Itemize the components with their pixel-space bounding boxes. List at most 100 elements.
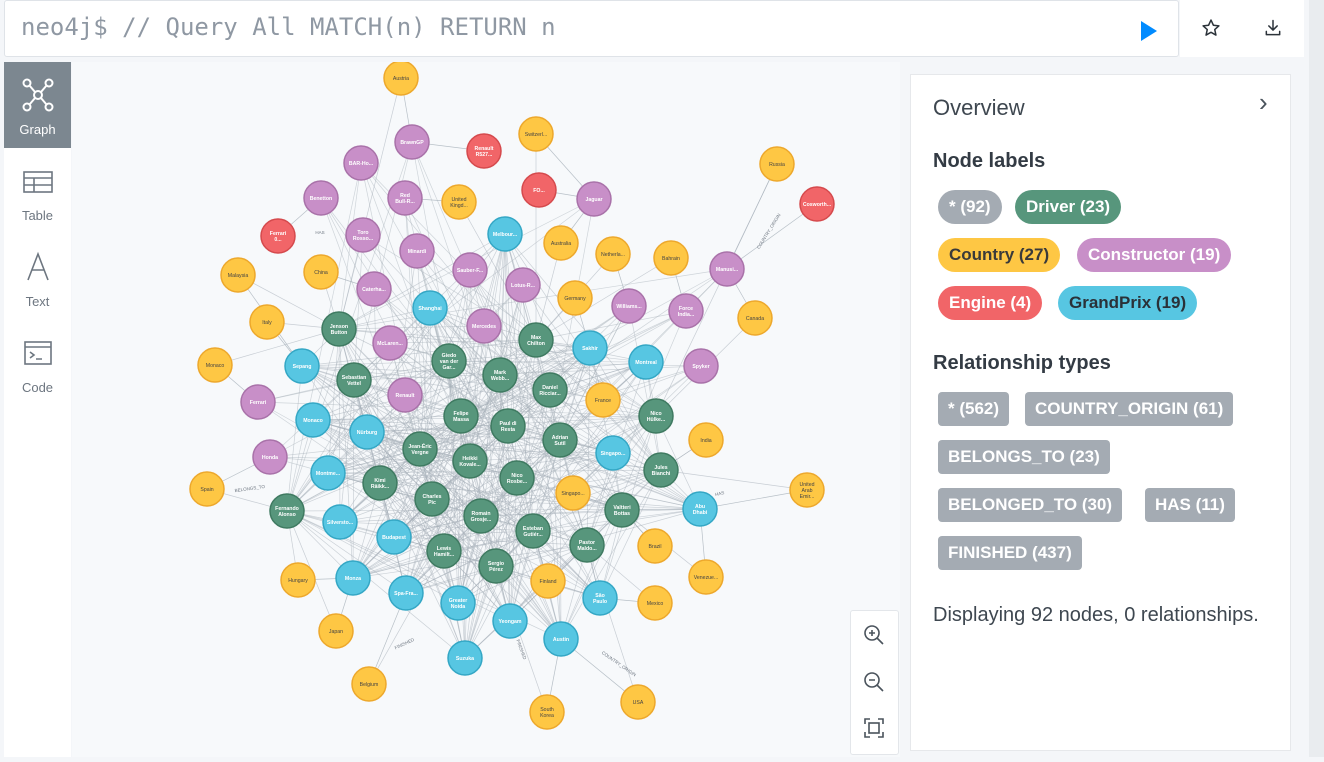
node-circle[interactable] (668, 293, 704, 329)
node-circle[interactable] (637, 585, 673, 621)
relationship-edge[interactable] (327, 360, 450, 474)
graph-node-driver[interactable]: Lewis Hamilt... (426, 533, 462, 569)
node-circle[interactable] (335, 560, 371, 596)
graph-node-country[interactable]: South Korea (529, 694, 565, 730)
relationship-edge[interactable] (431, 498, 511, 622)
relationship-edge[interactable] (312, 419, 433, 500)
graph-node-country[interactable]: United Arab Emir... (789, 472, 825, 508)
node-circle[interactable] (189, 471, 225, 507)
fit-view-button[interactable] (862, 716, 886, 740)
relationship-edge[interactable] (448, 360, 614, 454)
play-icon[interactable] (1135, 18, 1161, 44)
node-circle[interactable] (555, 475, 591, 511)
relationship-edge[interactable] (362, 234, 450, 362)
relationship-edge[interactable] (469, 325, 485, 462)
node-circle[interactable] (441, 184, 477, 220)
node-circle[interactable] (585, 382, 621, 418)
node-circle[interactable] (197, 347, 233, 383)
relationship-edge[interactable] (352, 515, 482, 579)
graph-node-driver[interactable]: Max Chilton (518, 322, 554, 358)
relationship-edge[interactable] (429, 307, 518, 479)
graph-node-constructor[interactable]: Toro Rosso... (345, 217, 381, 253)
node-circle[interactable] (452, 443, 488, 479)
graph-node-grandprix[interactable]: Suzuka (447, 640, 483, 676)
node-circle[interactable] (638, 398, 674, 434)
graph-node-country[interactable]: Hungary (280, 562, 316, 598)
relationship-edge[interactable] (352, 379, 355, 579)
graph-node-country[interactable]: China (303, 254, 339, 290)
node-circle[interactable] (505, 267, 541, 303)
relationship-edge[interactable] (286, 365, 303, 512)
relationship-edge[interactable] (464, 425, 509, 659)
node-circle[interactable] (321, 311, 357, 347)
relationship-edge[interactable] (443, 233, 506, 552)
graph-node-constructor[interactable]: Manusi... (709, 251, 745, 287)
graph-node-country[interactable]: Bahrain (653, 240, 689, 276)
graph-node-driver[interactable]: Felipe Massa (443, 398, 479, 434)
graph-node-country[interactable]: Finland (530, 563, 566, 599)
node-circle[interactable] (280, 562, 316, 598)
favorite-button[interactable] (1180, 0, 1242, 57)
relationship-edge[interactable] (366, 431, 445, 552)
rel-type-country-origin[interactable]: COUNTRY_ORIGIN (61) (1025, 392, 1234, 426)
relationship-edge[interactable] (469, 269, 561, 441)
relationship-edge[interactable] (352, 448, 421, 579)
node-circle[interactable] (388, 575, 424, 611)
node-circle[interactable] (799, 186, 835, 222)
relationship-edge[interactable] (457, 439, 561, 604)
graph-node-constructor[interactable]: Mercedes (466, 308, 502, 344)
relationship-edge[interactable] (464, 530, 534, 659)
graph-node-grandprix[interactable]: Sepang (284, 348, 320, 384)
node-label-all[interactable]: * (92) (938, 190, 1002, 224)
node-circle[interactable] (530, 563, 566, 599)
graph-node-grandprix[interactable]: Montreal (628, 344, 664, 380)
relationship-edge[interactable] (507, 425, 601, 599)
relationship-edge[interactable] (504, 233, 657, 417)
relationship-edge[interactable] (257, 401, 433, 500)
relationship-edge[interactable] (419, 361, 647, 450)
node-circle[interactable] (447, 640, 483, 676)
relationship-edge[interactable] (469, 452, 614, 462)
relationship-edge[interactable] (516, 477, 562, 640)
graph-node-constructor[interactable]: Red Bull-R... (387, 180, 423, 216)
node-circle[interactable] (529, 694, 565, 730)
node-circle[interactable] (440, 585, 476, 621)
graph-node-country[interactable]: Venezue... (688, 559, 724, 595)
graph-node-grandprix[interactable]: Shanghai (412, 290, 448, 326)
node-circle[interactable] (303, 180, 339, 216)
node-circle[interactable] (318, 613, 354, 649)
graph-node-driver[interactable]: Adrian Sutil (542, 422, 578, 458)
graph-node-grandprix[interactable]: São Paulo (582, 580, 618, 616)
graph-node-country[interactable]: Austria (383, 60, 419, 96)
graph-node-country[interactable]: France (585, 382, 621, 418)
graph-node-driver[interactable]: Esteban Gutiér... (515, 513, 551, 549)
rel-type-belongs-to[interactable]: BELONGS_TO (23) (938, 440, 1110, 474)
sidebar-item-code[interactable]: Code (4, 320, 71, 406)
relationship-edge[interactable] (464, 515, 482, 659)
node-circle[interactable] (343, 145, 379, 181)
node-circle[interactable] (463, 498, 499, 534)
node-circle[interactable] (653, 240, 689, 276)
relationship-edge[interactable] (429, 307, 433, 500)
node-circle[interactable] (240, 384, 276, 420)
node-circle[interactable] (582, 580, 618, 616)
relationship-edge[interactable] (535, 257, 672, 341)
node-circle[interactable] (269, 493, 305, 529)
graph-node-constructor[interactable]: BAR-Ho... (343, 145, 379, 181)
graph-node-driver[interactable]: Charles Pic (414, 481, 450, 517)
graph-node-country[interactable]: India (688, 422, 724, 458)
graph-node-country[interactable]: Switzerl... (518, 116, 554, 152)
graph-node-country[interactable]: Netherla... (595, 236, 631, 272)
sidebar-item-graph[interactable]: Graph (4, 62, 71, 148)
node-circle[interactable] (789, 472, 825, 508)
graph-node-driver[interactable]: Valtteri Bottas (604, 492, 640, 528)
graph-node-grandprix[interactable]: Abu Dhabi (682, 491, 718, 527)
node-circle[interactable] (543, 225, 579, 261)
node-circle[interactable] (611, 288, 647, 324)
node-label-country[interactable]: Country (27) (938, 238, 1061, 272)
graph-node-grandprix[interactable]: Nürburg (349, 414, 385, 450)
node-circle[interactable] (310, 455, 346, 491)
graph-node-driver[interactable]: Nico Hülke... (638, 398, 674, 434)
node-circle[interactable] (387, 377, 423, 413)
relationship-edge[interactable] (483, 325, 561, 441)
